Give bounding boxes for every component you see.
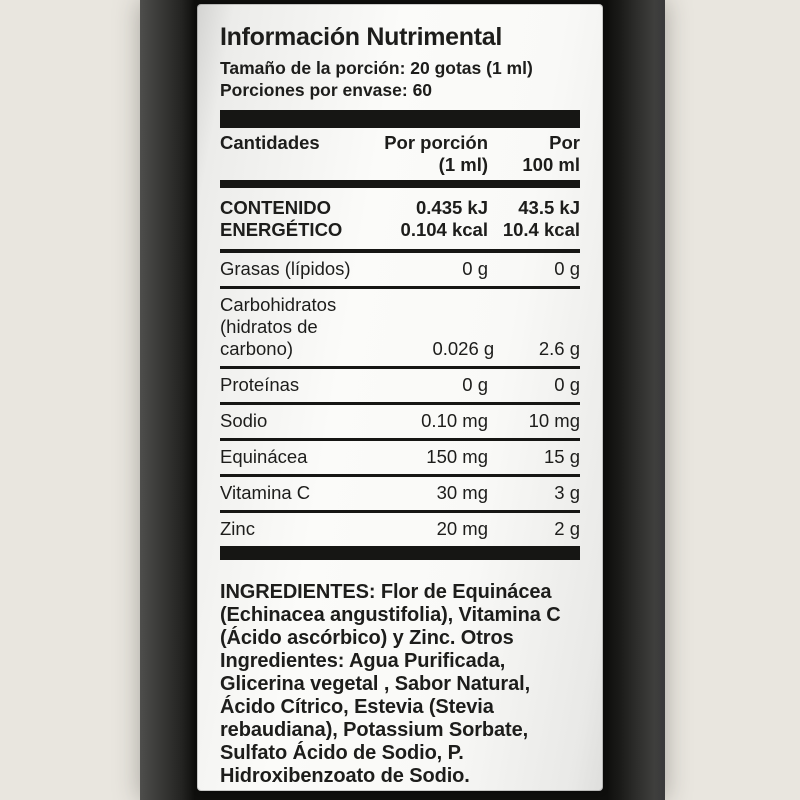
per-portion-value: 0 g	[462, 258, 488, 279]
per-portion-value: 20 mg	[436, 518, 488, 539]
row-divider	[220, 438, 580, 441]
serving-size-text: Tamaño de la porción: 20 gotas (1 ml)	[220, 58, 533, 78]
nutrient-name-line: Vitamina C	[220, 482, 311, 503]
table-row-grasas: Grasas (lípidos) 0 g 0 g	[220, 253, 580, 286]
nutrient-name: Vitamina C	[220, 482, 370, 504]
nutrient-name: Zinc	[220, 518, 370, 540]
per-portion-value: 0.10 mg	[421, 410, 488, 431]
nutrient-name: Equinácea	[220, 446, 370, 468]
nutrient-name-line: ENERGÉTICO	[220, 219, 343, 240]
per-100ml-value: 2 g	[554, 518, 580, 539]
row-divider	[220, 249, 580, 253]
row-divider	[220, 402, 580, 405]
per-100ml-value: 43.5 kJ 10.4 kcal	[488, 197, 580, 241]
column-header-per-100ml: Por 100 ml	[488, 132, 580, 176]
nutrient-name-line: Proteínas	[220, 374, 300, 395]
bottom-separator-bar	[220, 546, 580, 560]
per-portion-value: 30 mg	[436, 482, 488, 503]
nutrient-name-line: Sodio	[220, 410, 268, 431]
header-separator-bar	[220, 180, 580, 188]
per-100ml-value: 0 g	[554, 258, 580, 279]
table-row-equinacea: Equinácea 150 mg 15 g	[220, 441, 580, 474]
nutrient-name-line: Grasas (lípidos)	[220, 258, 351, 279]
label-title: Información Nutrimental	[220, 23, 503, 51]
table-row-carbohidratos: Carbohidratos (hidratos de carbono) 0.02…	[220, 289, 580, 366]
header-line: Por porción	[384, 132, 488, 153]
row-divider	[220, 474, 580, 477]
value-line: 43.5 kJ	[518, 197, 580, 218]
row-divider	[220, 366, 580, 369]
table-header-row: Cantidades Por porción (1 ml) Por 100 ml	[220, 128, 580, 180]
value-line: 10.4 kcal	[502, 219, 580, 240]
column-header-per-portion: Por porción (1 ml)	[370, 132, 488, 176]
servings-per-container-text: Porciones por envase: 60	[220, 80, 433, 100]
per-100ml-value: 15 g	[543, 446, 580, 467]
value-line: 0.435 kJ	[415, 197, 488, 218]
column-header-cantidades: Cantidades	[220, 132, 320, 153]
value-line: 0.104 kcal	[400, 219, 488, 240]
nutrient-name-line: CONTENIDO	[220, 197, 331, 218]
ingredients-text: INGREDIENTES: Flor de Equinácea (Echinac…	[220, 581, 561, 787]
table-row-sodio: Sodio 0.10 mg 10 mg	[220, 405, 580, 438]
header-line: 100 ml	[522, 154, 580, 175]
nutrient-name-line: Equinácea	[220, 446, 308, 467]
per-portion-value: 0.435 kJ 0.104 kcal	[370, 197, 488, 241]
per-100ml-value: 0 g	[554, 374, 580, 395]
nutrient-name-line: Zinc	[220, 518, 255, 539]
top-separator-bar	[220, 110, 580, 128]
per-100ml-value: 3 g	[554, 482, 580, 503]
per-portion-value: 0 g	[462, 374, 488, 395]
header-line: Por	[549, 132, 580, 153]
nutrient-name-line: Carbohidratos	[220, 294, 337, 315]
row-divider	[220, 286, 580, 289]
table-row-proteinas: Proteínas 0 g 0 g	[220, 369, 580, 402]
table-row-energy: CONTENIDO ENERGÉTICO 0.435 kJ 0.104 kcal…	[220, 188, 580, 249]
product-bottle: Información Nutrimental Tamaño de la por…	[140, 0, 665, 800]
nutrient-name-line: (hidratos de carbono)	[220, 316, 318, 359]
per-100ml-value: 2.6 g	[538, 338, 580, 359]
per-portion-value: 150 mg	[426, 446, 488, 467]
nutrient-name: CONTENIDO ENERGÉTICO	[220, 197, 370, 241]
nutrient-name: Carbohidratos (hidratos de carbono)	[220, 294, 384, 360]
nutrient-name: Proteínas	[220, 374, 370, 396]
header-line: (1 ml)	[438, 154, 488, 175]
nutrient-name: Sodio	[220, 410, 370, 432]
per-portion-value: 0.026 g	[432, 338, 495, 359]
table-row-zinc: Zinc 20 mg 2 g	[220, 513, 580, 546]
nutrition-facts-label: Información Nutrimental Tamaño de la por…	[197, 4, 603, 791]
per-100ml-value: 10 mg	[528, 410, 580, 431]
nutrient-name: Grasas (lípidos)	[220, 258, 370, 280]
label-content: Información Nutrimental Tamaño de la por…	[197, 4, 603, 788]
table-row-vitamina-c: Vitamina C 30 mg 3 g	[220, 477, 580, 510]
row-divider	[220, 510, 580, 513]
